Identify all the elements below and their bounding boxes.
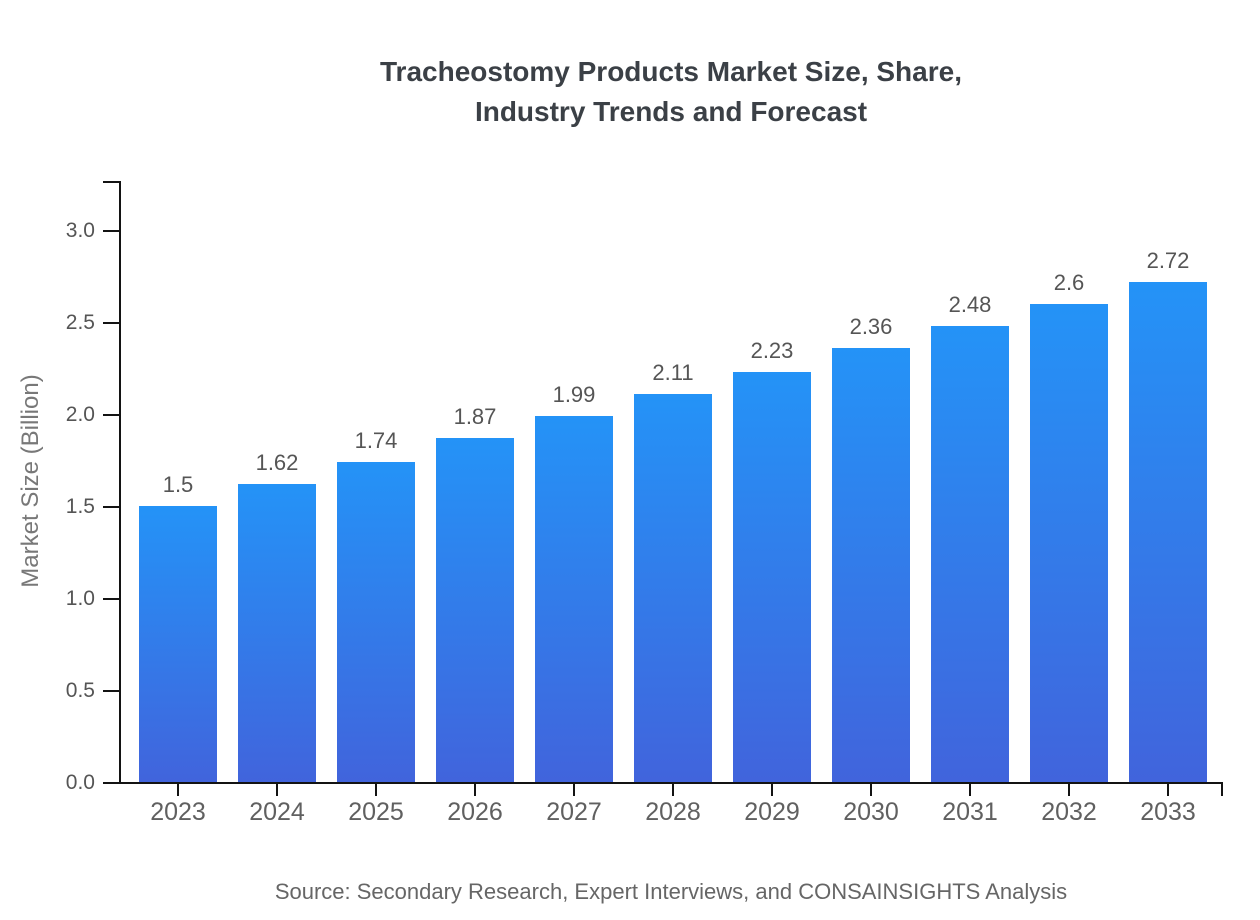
chart-title-line-1: Tracheostomy Products Market Size, Share… [380, 56, 962, 87]
y-tick-mark-3.0 [103, 230, 119, 232]
x-tick-label-2031: 2031 [942, 798, 998, 826]
bar-value-label-2024: 1.62 [255, 450, 299, 475]
bar-2025 [337, 462, 415, 782]
x-tick-mark-2030 [870, 784, 872, 796]
bar-value-label-2032: 2.6 [1053, 270, 1085, 295]
x-tick-label-2030: 2030 [843, 798, 899, 826]
y-tick-label-1.5: 1.5 [65, 495, 95, 518]
y-tick-label-1.0: 1.0 [65, 587, 95, 610]
x-tick-mark-2032 [1068, 784, 1070, 796]
y-tick-mark-2.0 [103, 414, 119, 416]
x-axis-right-end-tick [1221, 782, 1223, 796]
x-tick-label-2032: 2032 [1041, 798, 1097, 826]
x-tick-mark-2033 [1167, 784, 1169, 796]
x-tick-label-2025: 2025 [348, 798, 404, 826]
x-tick-label-2026: 2026 [447, 798, 503, 826]
bar-2026 [436, 438, 514, 782]
bar-value-label-2027: 1.99 [552, 382, 596, 407]
y-tick-mark-1.0 [103, 598, 119, 600]
y-tick-mark-1.5 [103, 506, 119, 508]
y-tick-mark-2.5 [103, 322, 119, 324]
x-axis-spine [119, 782, 1223, 784]
x-tick-label-2029: 2029 [744, 798, 800, 826]
x-tick-label-2023: 2023 [150, 798, 206, 826]
x-tick-mark-2031 [969, 784, 971, 796]
bar-value-label-2030: 2.36 [849, 314, 893, 339]
y-tick-mark-0.5 [103, 690, 119, 692]
bar-value-label-2033: 2.72 [1146, 248, 1190, 273]
y-tick-mark-0.0 [103, 782, 119, 784]
bar-2023 [139, 506, 217, 782]
x-tick-mark-2023 [177, 784, 179, 796]
y-tick-label-0.0: 0.0 [65, 771, 95, 794]
bar-2033 [1129, 282, 1207, 782]
x-tick-mark-2027 [573, 784, 575, 796]
x-tick-label-2028: 2028 [645, 798, 701, 826]
y-tick-label-0.5: 0.5 [65, 679, 95, 702]
y-axis-top-end-tick [103, 181, 119, 183]
x-tick-mark-2029 [771, 784, 773, 796]
bar-2030 [832, 348, 910, 782]
bar-2024 [238, 484, 316, 782]
bar-value-label-2031: 2.48 [948, 292, 992, 317]
bar-2028 [634, 394, 712, 782]
y-tick-label-3.0: 3.0 [65, 219, 95, 242]
bar-value-label-2026: 1.87 [453, 404, 497, 429]
x-tick-mark-2028 [672, 784, 674, 796]
bar-value-label-2023: 1.5 [162, 472, 194, 497]
x-tick-label-2027: 2027 [546, 798, 602, 826]
y-tick-label-2.0: 2.0 [65, 403, 95, 426]
chart-title-line-2: Industry Trends and Forecast [474, 96, 868, 127]
source-note: Source: Secondary Research, Expert Inter… [274, 879, 1068, 904]
x-tick-label-2033: 2033 [1140, 798, 1196, 826]
x-tick-label-2024: 2024 [249, 798, 305, 826]
bar-2029 [733, 372, 811, 782]
y-tick-label-2.5: 2.5 [65, 311, 95, 334]
bar-2027 [535, 416, 613, 782]
chart-title: Tracheostomy Products Market Size, Share… [120, 52, 1222, 132]
x-tick-mark-2025 [375, 784, 377, 796]
y-axis-spine [119, 181, 121, 784]
bar-value-label-2029: 2.23 [750, 338, 794, 363]
bar-2031 [931, 326, 1009, 782]
bar-value-label-2028: 2.11 [652, 360, 694, 385]
bar-value-label-2025: 1.74 [354, 428, 398, 453]
x-tick-mark-2024 [276, 784, 278, 796]
x-tick-mark-2026 [474, 784, 476, 796]
bar-2032 [1030, 304, 1108, 782]
